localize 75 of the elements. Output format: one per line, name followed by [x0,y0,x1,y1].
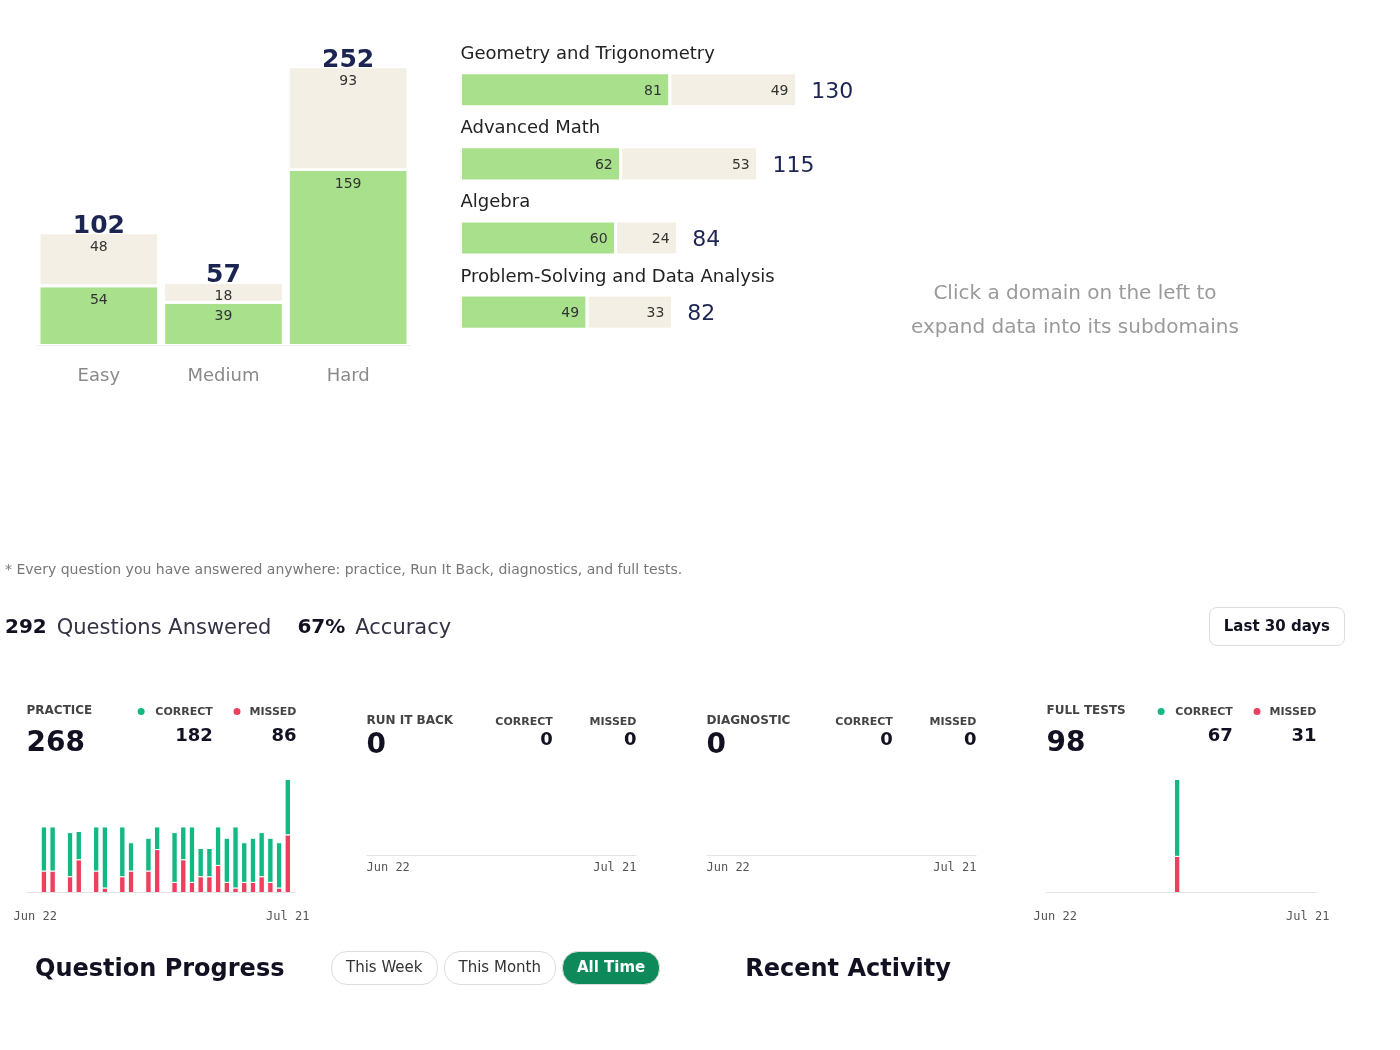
data-label: 60 [589,230,608,247]
data-label: 39 [214,307,233,324]
text: 0 [706,727,726,761]
text: Jun 22 [366,860,410,875]
text: 67% [297,613,346,641]
text: Jun 22 [706,860,750,875]
text: Jul 21 [593,860,637,875]
x-tick-label: Hard [326,363,370,385]
data-label: 48 [89,237,108,254]
total-label: 102 [72,209,125,239]
chart-title: PRACTICE [26,702,93,717]
bar [232,826,239,889]
data-label: 24 [651,230,670,247]
data-label: 18 [214,287,233,304]
x-tick-label: Jun 22 [1033,908,1077,923]
x-tick-label: Easy [77,363,121,385]
data-label: 33 [646,304,665,321]
text: 268 [26,725,85,758]
chart-title: FULL TESTS [1046,702,1126,717]
text: Click a domain on the left to expand data into its subdomains [910,279,1240,340]
text: 0 [623,727,637,749]
y-tick-label: Problem-Solving and Data Analysis [460,264,775,286]
data-label: 159 [334,174,362,191]
text: Recent Activity [745,953,951,984]
bar [101,826,109,889]
data-label: 53 [731,155,750,172]
text: * Every question you have answered anywhere: practice, Run It Back, diagnostics, and full tests. [5,561,683,577]
y-tick-label: Algebra [460,190,531,212]
data-label: 62 [594,155,613,172]
total-label: 57 [206,259,241,289]
bar [275,842,283,889]
legend-label: MISSED [1269,705,1317,718]
legend-label: MISSED [249,705,297,718]
data-label: 54 [89,290,108,307]
text: RUN IT BACK [366,712,454,727]
y-tick-label: Geometry and Trigonometry [460,42,716,64]
text: Jul 21 [933,860,977,875]
total-label: 84 [692,226,721,252]
text: CORRECT [835,714,894,728]
text: This Week [331,951,438,985]
x-tick-label: Jul 21 [1286,908,1330,923]
data-label: 49 [770,81,789,98]
legend-label: CORRECT [1175,705,1234,718]
text: DIAGNOSTIC [706,712,791,727]
text: CORRECT [495,714,554,728]
text: Last 30 days [1208,607,1345,647]
data-label: 49 [561,304,580,321]
text: 67 [1207,724,1233,745]
text: 0 [540,727,553,749]
total-label: 130 [811,77,854,103]
text: 0 [963,727,977,749]
text: 292 [5,613,47,641]
text: 31 [1291,724,1317,745]
total-label: 115 [772,151,815,177]
text: MISSED [589,714,637,728]
text: Questions Answered [56,613,272,641]
text: 0 [880,727,893,749]
text: This Month [443,951,556,985]
total-label: 82 [687,300,716,326]
x-tick-label: Jul 21 [266,908,310,923]
legend-label: CORRECT [155,705,214,718]
data-label: 81 [644,81,662,98]
text: Question Progress [35,953,286,984]
text: 86 [271,724,297,745]
x-tick-label: Jun 22 [13,908,57,923]
data-label: 93 [339,71,358,88]
y-tick-label: Advanced Math [460,116,601,138]
total-label: 252 [322,43,375,73]
text: 182 [175,724,213,745]
text: Accuracy [355,613,452,641]
text: 98 [1046,725,1086,758]
text: 0 [366,727,386,761]
x-tick-label: Medium [187,363,260,385]
text: MISSED [929,714,977,728]
text: All Time [561,951,661,985]
